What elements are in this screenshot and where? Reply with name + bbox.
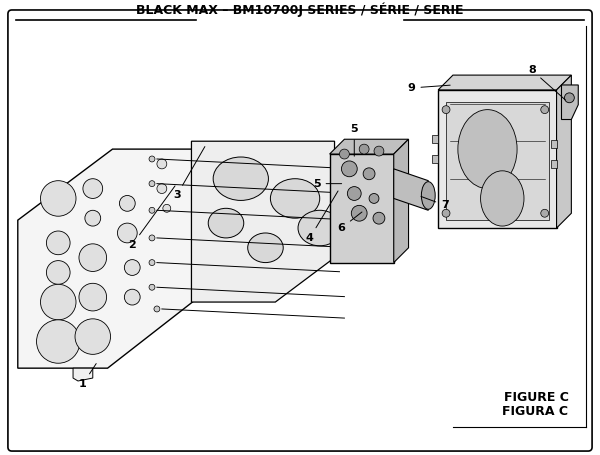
Text: FIGURA C: FIGURA C	[502, 404, 568, 418]
Text: FIGURE C: FIGURE C	[503, 391, 568, 404]
Polygon shape	[18, 149, 202, 368]
Circle shape	[46, 261, 70, 284]
Circle shape	[363, 168, 375, 180]
Polygon shape	[562, 85, 578, 120]
Text: 8: 8	[528, 65, 565, 100]
Bar	[432, 155, 438, 163]
Ellipse shape	[458, 110, 517, 188]
Bar	[551, 140, 557, 148]
Circle shape	[149, 181, 155, 187]
Text: 3: 3	[173, 147, 205, 201]
Circle shape	[541, 106, 548, 114]
Circle shape	[119, 196, 135, 211]
Text: 4: 4	[306, 191, 338, 243]
Circle shape	[75, 319, 110, 354]
Polygon shape	[438, 75, 571, 90]
Text: 6: 6	[338, 212, 362, 233]
Polygon shape	[73, 368, 93, 381]
Ellipse shape	[298, 210, 341, 246]
Circle shape	[79, 244, 107, 272]
Circle shape	[163, 204, 171, 212]
Text: 7: 7	[421, 197, 449, 210]
Circle shape	[37, 320, 80, 363]
Circle shape	[369, 193, 379, 203]
Circle shape	[40, 284, 76, 320]
Circle shape	[374, 146, 384, 156]
Circle shape	[85, 210, 101, 226]
Circle shape	[149, 207, 155, 213]
Circle shape	[149, 235, 155, 241]
Circle shape	[565, 93, 574, 103]
Circle shape	[118, 223, 137, 243]
Circle shape	[352, 205, 367, 221]
Circle shape	[373, 212, 385, 224]
Polygon shape	[329, 139, 409, 154]
Polygon shape	[329, 154, 394, 263]
Text: 2: 2	[128, 186, 175, 250]
Circle shape	[124, 260, 140, 275]
Circle shape	[46, 231, 70, 255]
Circle shape	[347, 187, 361, 200]
Circle shape	[442, 106, 450, 114]
Bar	[551, 160, 557, 168]
Ellipse shape	[248, 233, 283, 263]
Polygon shape	[557, 75, 571, 228]
Circle shape	[83, 179, 103, 198]
Circle shape	[157, 159, 167, 169]
Circle shape	[442, 209, 450, 217]
Circle shape	[149, 284, 155, 290]
Circle shape	[124, 289, 140, 305]
Text: 1: 1	[79, 364, 96, 389]
Polygon shape	[446, 102, 548, 220]
Circle shape	[157, 184, 167, 193]
Ellipse shape	[421, 182, 435, 209]
Circle shape	[149, 260, 155, 266]
Circle shape	[154, 306, 160, 312]
Circle shape	[79, 283, 107, 311]
Ellipse shape	[271, 179, 320, 218]
Text: 5: 5	[350, 124, 358, 156]
Text: BLACK MAX – BM10700J SERIES / SÉRIE / SERIE: BLACK MAX – BM10700J SERIES / SÉRIE / SE…	[136, 2, 464, 17]
Polygon shape	[191, 141, 335, 302]
Polygon shape	[394, 169, 428, 210]
Ellipse shape	[213, 157, 268, 200]
Circle shape	[149, 156, 155, 162]
Text: 5: 5	[313, 179, 341, 189]
Circle shape	[341, 161, 357, 177]
Circle shape	[359, 144, 369, 154]
Ellipse shape	[481, 171, 524, 226]
Circle shape	[541, 209, 548, 217]
Polygon shape	[438, 90, 557, 228]
Bar	[432, 135, 438, 143]
Ellipse shape	[208, 208, 244, 238]
Circle shape	[40, 181, 76, 216]
Text: 9: 9	[407, 83, 450, 93]
Circle shape	[340, 149, 349, 159]
Polygon shape	[394, 139, 409, 263]
